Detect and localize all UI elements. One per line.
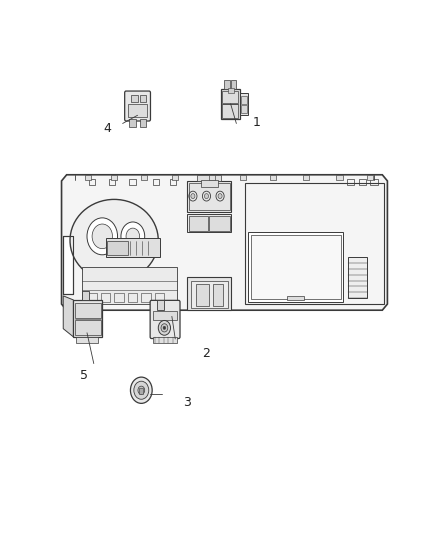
Circle shape xyxy=(161,324,168,332)
Bar xyxy=(270,175,276,180)
Bar xyxy=(240,175,246,180)
Bar xyxy=(111,175,117,180)
Polygon shape xyxy=(61,175,387,310)
Bar xyxy=(87,293,96,302)
Bar xyxy=(156,300,164,310)
Bar xyxy=(128,293,137,302)
Bar xyxy=(82,291,88,300)
Bar xyxy=(128,104,147,117)
Bar xyxy=(241,95,247,104)
Bar xyxy=(346,179,354,185)
Circle shape xyxy=(218,193,222,199)
Bar xyxy=(74,300,102,337)
FancyBboxPatch shape xyxy=(150,301,180,338)
Bar xyxy=(201,180,218,187)
Bar xyxy=(153,337,177,343)
Bar xyxy=(141,293,151,302)
Bar xyxy=(187,277,231,310)
Ellipse shape xyxy=(70,199,158,281)
Bar xyxy=(224,80,230,88)
Bar xyxy=(88,179,95,184)
Circle shape xyxy=(158,320,170,335)
Bar xyxy=(191,281,228,308)
Bar xyxy=(189,216,208,231)
Bar xyxy=(231,80,237,88)
Bar xyxy=(359,179,366,185)
Circle shape xyxy=(134,381,149,399)
Bar xyxy=(155,293,164,302)
Circle shape xyxy=(138,386,145,394)
Bar xyxy=(106,238,160,257)
Bar xyxy=(367,175,373,180)
Bar xyxy=(140,95,146,102)
Ellipse shape xyxy=(121,222,145,251)
Bar xyxy=(209,175,215,180)
Bar xyxy=(130,179,135,184)
Bar xyxy=(139,388,143,394)
Bar xyxy=(172,175,178,180)
Text: 1: 1 xyxy=(253,116,261,129)
Bar xyxy=(245,183,384,304)
Bar xyxy=(75,303,101,318)
Bar xyxy=(228,88,234,93)
Bar xyxy=(241,105,247,113)
Bar xyxy=(140,119,146,127)
Ellipse shape xyxy=(92,224,113,248)
Bar xyxy=(153,311,177,320)
Text: 4: 4 xyxy=(103,122,111,135)
Bar xyxy=(75,320,101,335)
Bar xyxy=(63,236,74,294)
Text: 2: 2 xyxy=(202,347,210,360)
Bar xyxy=(130,119,135,127)
Bar xyxy=(212,284,223,306)
Bar xyxy=(153,179,159,184)
Text: 5: 5 xyxy=(80,369,88,382)
Circle shape xyxy=(131,377,152,403)
Bar xyxy=(85,175,92,180)
Bar xyxy=(131,95,138,102)
Bar xyxy=(209,216,230,231)
Bar xyxy=(303,175,309,180)
Bar xyxy=(187,181,231,212)
Circle shape xyxy=(205,193,208,199)
Bar xyxy=(221,88,240,119)
Bar xyxy=(109,179,115,184)
Bar xyxy=(336,175,343,180)
Bar xyxy=(187,214,231,232)
Polygon shape xyxy=(63,296,74,337)
Bar xyxy=(196,284,209,306)
FancyBboxPatch shape xyxy=(125,91,151,121)
Bar xyxy=(248,232,343,302)
Bar xyxy=(371,179,378,185)
Circle shape xyxy=(163,326,166,329)
Circle shape xyxy=(191,193,195,199)
Bar xyxy=(141,175,148,180)
Bar xyxy=(223,104,238,118)
Bar xyxy=(251,235,341,298)
Bar xyxy=(348,257,367,298)
Bar xyxy=(223,91,238,103)
Bar xyxy=(170,179,176,184)
Bar xyxy=(76,337,98,343)
Ellipse shape xyxy=(87,218,117,255)
Ellipse shape xyxy=(126,228,140,245)
Bar xyxy=(240,93,248,115)
Bar xyxy=(107,241,128,255)
Bar xyxy=(82,267,177,304)
Text: 3: 3 xyxy=(183,396,191,409)
Bar xyxy=(189,183,230,209)
Bar xyxy=(197,175,221,181)
Bar xyxy=(114,293,124,302)
Bar xyxy=(101,293,110,302)
Bar xyxy=(287,296,304,300)
